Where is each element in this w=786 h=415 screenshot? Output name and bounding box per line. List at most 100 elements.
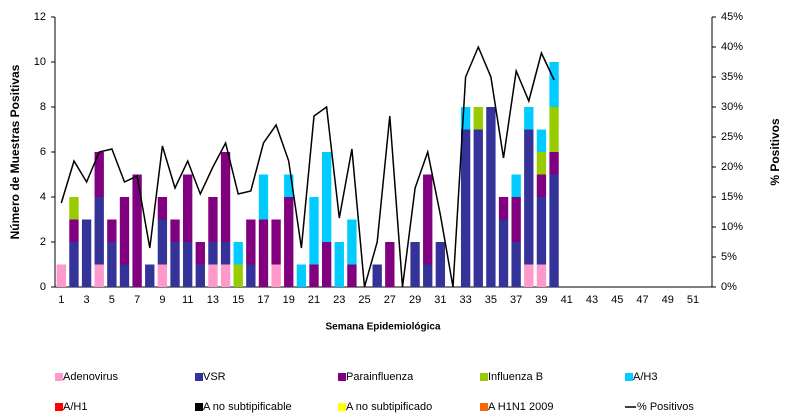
x-tick-label: 41 (561, 294, 573, 306)
legend-symbol (338, 403, 346, 411)
x-tick-label: 49 (662, 294, 674, 306)
bar-segment (220, 242, 231, 265)
bar-segment (309, 197, 319, 265)
bar-segment (321, 242, 332, 287)
bar-segment (69, 197, 79, 220)
y2-tick-label: 5% (721, 251, 737, 263)
y2-tick-label: 30% (721, 101, 743, 113)
y2-tick-label: 35% (721, 71, 743, 83)
bar-segment (385, 242, 395, 287)
bar-segment (119, 197, 130, 265)
bar-segment (549, 107, 559, 152)
y-tick-label: 4 (40, 191, 46, 203)
legend-label: Influenza B (488, 371, 543, 383)
x-tick-label: 45 (611, 294, 623, 306)
legend-symbol (195, 373, 203, 381)
bar-segment (435, 242, 446, 287)
bar-segment (347, 264, 357, 287)
x-tick-label: 27 (384, 294, 396, 306)
y2-tick-label: 0% (721, 281, 737, 293)
bar-segment (208, 197, 218, 242)
bar-segment (119, 264, 130, 287)
bar-segment (195, 264, 205, 287)
x-tick-label: 1 (58, 294, 64, 306)
bar-segment (246, 219, 256, 265)
legend-symbol (480, 403, 488, 411)
bar-segment (423, 264, 433, 287)
legend-label: A/H1 (63, 401, 87, 413)
bar-segment (536, 152, 547, 175)
y2-tick-label: 20% (721, 161, 743, 173)
bar-segment (107, 219, 117, 242)
x-tick-label: 15 (232, 294, 244, 306)
line-series (60, 45, 555, 288)
bar-segment (549, 62, 559, 107)
y-tick-label: 2 (40, 236, 46, 248)
bar-segment (511, 174, 521, 197)
legend-label: % Positivos (637, 401, 694, 413)
x-tick-label: 35 (485, 294, 497, 306)
legend-symbol (480, 373, 488, 381)
bar-segment (145, 264, 155, 287)
bar-segment (549, 152, 559, 175)
bar-segment (182, 242, 193, 287)
bar-segment (56, 264, 66, 287)
legend-label: A no subtipificable (203, 401, 292, 413)
bar-segment (233, 264, 243, 287)
y-axis-title: Número de Muestras Positivas (8, 64, 22, 239)
y2-tick-label: 40% (721, 41, 743, 53)
x-tick-label: 21 (308, 294, 320, 306)
bar-segment (220, 152, 231, 242)
x-tick-label: 29 (409, 294, 421, 306)
x-tick-label: 3 (84, 294, 90, 306)
bar-segment (321, 152, 332, 242)
legend-label: Adenovirus (63, 371, 119, 383)
x-axis-title: Semana Epidemiológica (325, 322, 440, 333)
bar-segment (208, 264, 218, 287)
bar-segment (132, 174, 142, 287)
bar-segment (94, 197, 104, 265)
bar-segment (94, 264, 104, 287)
bar-segment (524, 129, 534, 265)
y-tick-label: 8 (40, 101, 46, 113)
bar-segment (498, 219, 509, 287)
y-tick-label: 10 (34, 56, 46, 68)
x-tick-label: 31 (434, 294, 446, 306)
legend-label: VSR (203, 371, 226, 383)
x-tick-label: 11 (182, 294, 193, 306)
y2-axis-title: % Positivos (768, 118, 782, 186)
bar-segment (334, 242, 344, 287)
bar-segment (473, 107, 483, 130)
legend-label: A no subtipificado (346, 401, 432, 413)
y2-tick-label: 25% (721, 131, 743, 143)
bar-segment (347, 219, 357, 265)
y-tick-label: 12 (34, 11, 46, 23)
bar-segment (258, 174, 269, 220)
x-tick-label: 17 (257, 294, 269, 306)
bar-segment (157, 197, 168, 220)
bar-segment (195, 242, 205, 265)
y2-tick-label: 15% (721, 191, 743, 203)
x-tick-label: 39 (535, 294, 547, 306)
x-tick-label: 51 (687, 294, 699, 306)
bar-segment (486, 107, 496, 287)
bar-segment (182, 174, 193, 242)
bar-segment (549, 174, 559, 287)
y-tick-label: 0 (40, 281, 46, 293)
bar-segment (524, 264, 534, 287)
bar-segment (69, 242, 79, 287)
x-tick-label: 23 (333, 294, 345, 306)
bar-segment (271, 264, 281, 287)
bar-segment (498, 197, 509, 220)
legend-symbol (55, 373, 63, 381)
bar-segment (536, 129, 547, 152)
bar-segment (296, 264, 307, 287)
bar-segment (107, 242, 117, 287)
bar-segment (524, 107, 534, 130)
bar-segment (460, 129, 471, 287)
bar-segment (309, 264, 319, 287)
bar-segment (511, 242, 521, 287)
bar-segment (246, 264, 256, 287)
bar-segment (536, 197, 547, 265)
x-tick-label: 9 (159, 294, 165, 306)
